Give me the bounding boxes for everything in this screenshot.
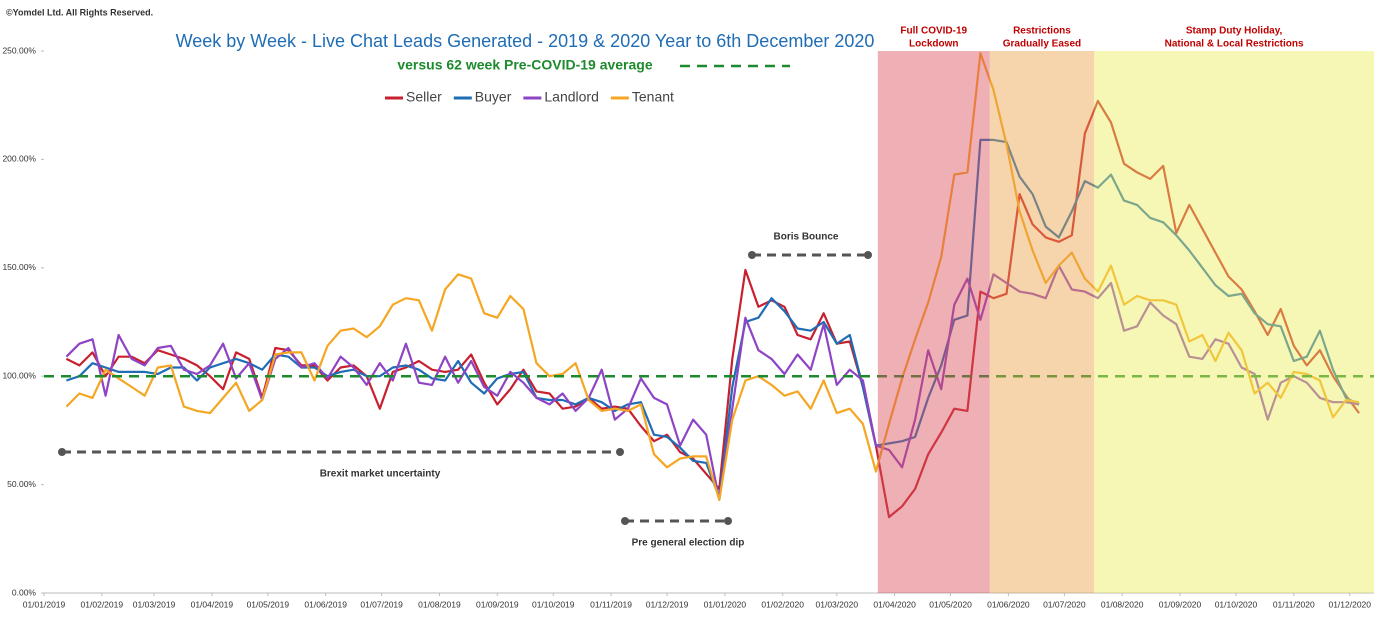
period-label: Gradually Eased [1003,39,1081,50]
y-tick-label: 150.00% [2,262,36,272]
x-tick-label: 01/12/2019 [646,599,689,609]
x-tick-label: 01/12/2020 [1328,599,1371,609]
reference-label: versus 62 week Pre-COVID-19 average [397,57,652,73]
x-tick-label: 01/11/2019 [590,599,632,609]
legend-label: Buyer [475,89,512,105]
x-tick-label: 01/10/2019 [532,599,575,609]
x-tick-label: 01/05/2019 [247,599,290,609]
x-tick-label: 01/08/2020 [1101,599,1144,609]
chart-title: Week by Week - Live Chat Leads Generated… [176,31,875,51]
x-tick-label: 01/01/2019 [23,599,66,609]
period-label: Stamp Duty Holiday, [1186,26,1283,37]
y-tick-label: 0.00% [12,587,37,597]
x-tick-label: 01/03/2020 [816,599,859,609]
x-tick-label: 01/10/2020 [1215,599,1258,609]
x-tick-label: 01/01/2020 [704,599,747,609]
x-tick-label: 01/04/2020 [873,599,916,609]
x-tick-label: 01/11/2020 [1273,599,1315,609]
period-label: Restrictions [1013,26,1071,37]
annotation-label: Pre general election dip [632,538,745,549]
y-tick-label: 250.00% [2,45,36,55]
x-tick-label: 01/05/2020 [929,599,972,609]
annotation-label: Boris Bounce [773,232,838,243]
period-label: Lockdown [909,39,958,50]
x-tick-label: 01/03/2019 [133,599,176,609]
x-tick-label: 01/04/2019 [191,599,234,609]
series-line [65,52,1360,501]
legend-label: Landlord [544,89,599,105]
period-label: Full COVID-19 [900,26,967,37]
annotation-dot [58,448,66,456]
period-span [1094,51,1374,593]
annotation-dot [616,448,624,456]
annotation-label: Brexit market uncertainty [320,469,441,480]
y-tick-label: 200.00% [2,154,36,164]
legend-label: Seller [406,89,442,105]
x-tick-label: 01/08/2019 [418,599,461,609]
x-tick-label: 01/02/2019 [81,599,124,609]
annotation-dot [621,517,629,525]
copyright: ©Yomdel Ltd. All Rights Reserved. [6,7,153,17]
y-tick-label: 50.00% [7,479,36,489]
y-tick-label: 100.00% [2,370,36,380]
annotation-dot [724,517,732,525]
x-tick-label: 01/06/2019 [304,599,347,609]
x-tick-label: 01/09/2020 [1159,599,1202,609]
x-tick-label: 01/07/2020 [1043,599,1086,609]
period-span [877,51,990,593]
period-label: National & Local Restrictions [1165,39,1304,50]
annotation-dot [864,251,872,259]
x-tick-label: 01/09/2019 [476,599,519,609]
annotation-dot [748,251,756,259]
x-tick-label: 01/02/2020 [761,599,804,609]
period-span [989,51,1095,593]
x-tick-label: 01/07/2019 [360,599,403,609]
x-tick-label: 01/06/2020 [987,599,1030,609]
legend-label: Tenant [632,89,674,105]
